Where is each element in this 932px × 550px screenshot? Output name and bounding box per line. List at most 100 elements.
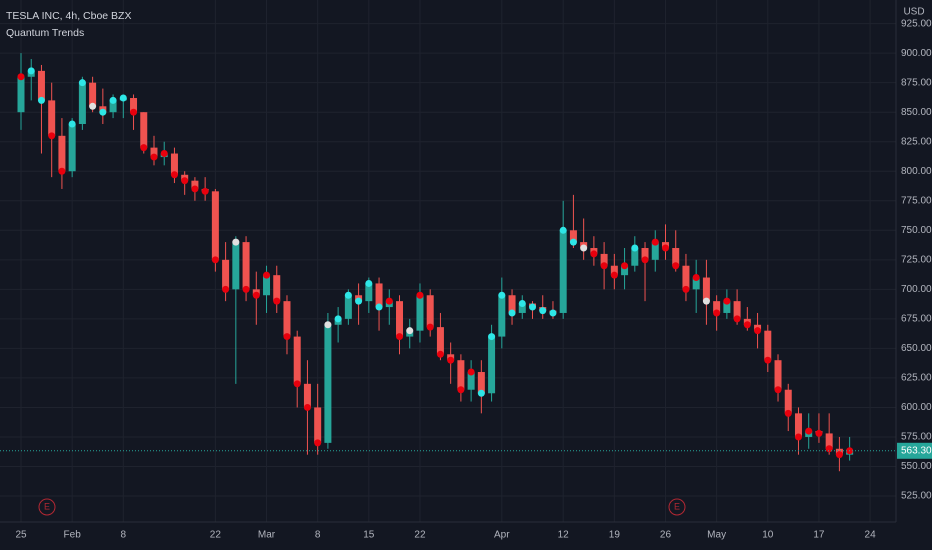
trend-dot <box>702 297 710 305</box>
trend-dot <box>590 250 598 258</box>
candle-body <box>774 360 782 390</box>
candle-body <box>631 248 639 266</box>
trend-dot <box>835 451 843 459</box>
earnings-marker <box>38 498 56 516</box>
x-tick-label: Feb <box>64 530 82 541</box>
candle-body <box>365 283 373 302</box>
candle-body <box>477 372 485 394</box>
y-tick-label: 875.00 <box>901 77 932 88</box>
trend-dot <box>119 94 127 102</box>
candle-body <box>375 283 383 308</box>
trend-dot <box>426 323 434 331</box>
candle-body <box>559 230 567 313</box>
trend-dot <box>815 429 823 437</box>
candle-body <box>416 295 424 331</box>
trend-dot <box>130 108 138 116</box>
trend-dot <box>764 356 772 364</box>
candle-body <box>467 372 475 390</box>
trend-dot <box>58 167 66 175</box>
y-tick-label: 900.00 <box>901 48 932 59</box>
candle-body <box>283 301 291 337</box>
trend-dot <box>283 333 291 341</box>
candle-body <box>303 383 311 408</box>
candle-body <box>621 265 629 276</box>
candle-body <box>723 301 731 313</box>
trend-dot <box>385 297 393 305</box>
candle-body <box>37 70 45 101</box>
x-tick-label: Mar <box>258 530 276 541</box>
trend-dot <box>805 427 813 435</box>
candle-body <box>498 295 506 337</box>
trend-dot <box>263 271 271 279</box>
currency: USD <box>903 7 924 18</box>
trend-dot <box>17 73 25 81</box>
candle-body <box>109 100 117 113</box>
trend-dot <box>99 108 107 116</box>
trend-dot <box>355 297 363 305</box>
currency-box <box>897 0 932 30</box>
candle-body <box>702 277 710 302</box>
x-tick-label: 8 <box>121 530 127 541</box>
grid <box>0 0 896 522</box>
y-tick-label: 825.00 <box>901 136 932 147</box>
trend-dot <box>549 309 557 317</box>
candle-body <box>569 230 577 243</box>
trend-dot <box>191 185 199 193</box>
y-tick-label: 700.00 <box>901 284 932 295</box>
earnings-marker <box>668 498 686 516</box>
trend-dot <box>784 409 792 417</box>
trend-dot <box>610 271 618 279</box>
trend-dot <box>631 244 639 252</box>
candle-body <box>784 389 792 414</box>
candle-body <box>692 277 700 290</box>
trend-dot <box>201 187 209 195</box>
trend-dot <box>580 244 588 252</box>
x-tick-label: 8 <box>315 530 321 541</box>
trend-dot <box>682 285 690 293</box>
trend-dot <box>447 356 455 364</box>
trend-dot <box>488 333 496 341</box>
candle-body <box>794 413 802 437</box>
trend-dot <box>743 321 751 329</box>
x-tick-label: 26 <box>660 530 672 541</box>
candle-body <box>68 124 76 172</box>
x-tick-label: 17 <box>813 530 825 541</box>
trend-dot <box>375 303 383 311</box>
y-tick-label: 800.00 <box>901 166 932 177</box>
y-tick-label: 650.00 <box>901 343 932 354</box>
candle-body <box>488 336 496 394</box>
chart-title: TESLA INC, 4h, Cboe BZX <box>6 10 131 22</box>
candle-body <box>672 248 680 266</box>
trend-dot <box>365 279 373 287</box>
trend-dot <box>324 321 332 329</box>
trend-dot <box>754 327 762 335</box>
candle-body <box>222 259 230 290</box>
trend-dot <box>661 244 669 252</box>
trend-dot <box>457 386 465 394</box>
trend-dot <box>334 315 342 323</box>
trend-dot <box>713 309 721 317</box>
x-tick-label: 12 <box>558 530 570 541</box>
candle-body <box>314 407 322 443</box>
trend-dot <box>774 386 782 394</box>
trend-dot <box>621 262 629 270</box>
candle-body <box>651 242 659 260</box>
x-tick-label: 24 <box>865 530 877 541</box>
candle-body <box>293 336 301 384</box>
candle-body <box>396 301 404 337</box>
trend-dot <box>518 300 526 308</box>
trend-dot <box>273 297 281 305</box>
plot <box>0 53 896 472</box>
x-tick-label: 15 <box>363 530 375 541</box>
candle-body <box>263 275 271 296</box>
y-tick-label: 775.00 <box>901 195 932 206</box>
y-tick-label: 750.00 <box>901 225 932 236</box>
candle-body <box>436 327 444 355</box>
y-tick-label: 575.00 <box>901 432 932 443</box>
indicator-name: Quantum Trends <box>6 27 84 39</box>
trend-dot <box>651 238 659 246</box>
trend-dot <box>89 102 97 110</box>
trend-dot <box>242 285 250 293</box>
candle-body <box>232 242 240 290</box>
